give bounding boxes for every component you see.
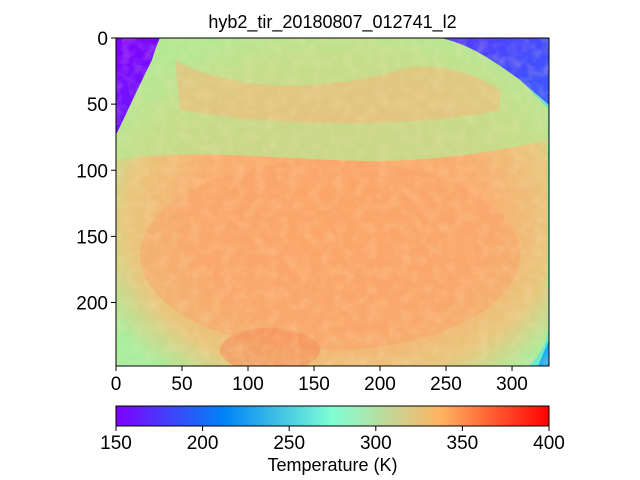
x-tick-label: 50	[171, 374, 192, 395]
x-tick-label: 100	[232, 374, 264, 395]
x-tick-label: 250	[430, 374, 462, 395]
figure-title: hyb2_tir_20180807_012741_l2	[208, 12, 457, 32]
y-tick-label: 200	[76, 294, 108, 315]
x-tick-label: 300	[496, 374, 528, 395]
colorbar-tick-label: 350	[447, 433, 479, 454]
plot-frame	[115, 37, 550, 367]
thermal-image	[116, 38, 549, 366]
y-axis: 0 50 100 150 200	[76, 29, 116, 315]
y-tick-label: 50	[87, 95, 108, 116]
y-tick-label: 0	[97, 29, 108, 50]
colorbar-tick-label: 150	[100, 433, 132, 454]
x-tick-label: 0	[111, 374, 122, 395]
colorbar	[115, 405, 550, 427]
y-tick-label: 100	[76, 161, 108, 182]
x-tick-label: 150	[298, 374, 330, 395]
colorbar-axis: 150 200 250 300 350 400	[100, 426, 565, 454]
x-tick-label: 200	[364, 374, 396, 395]
colorbar-tick-label: 400	[533, 433, 565, 454]
y-tick-label: 150	[76, 227, 108, 248]
x-axis: 0 50 100 150 200 250 300	[111, 366, 528, 395]
colorbar-tick-label: 200	[187, 433, 219, 454]
colorbar-label: Temperature (K)	[267, 455, 398, 475]
colorbar-tick-label: 250	[273, 433, 305, 454]
colorbar-tick-label: 300	[360, 433, 392, 454]
